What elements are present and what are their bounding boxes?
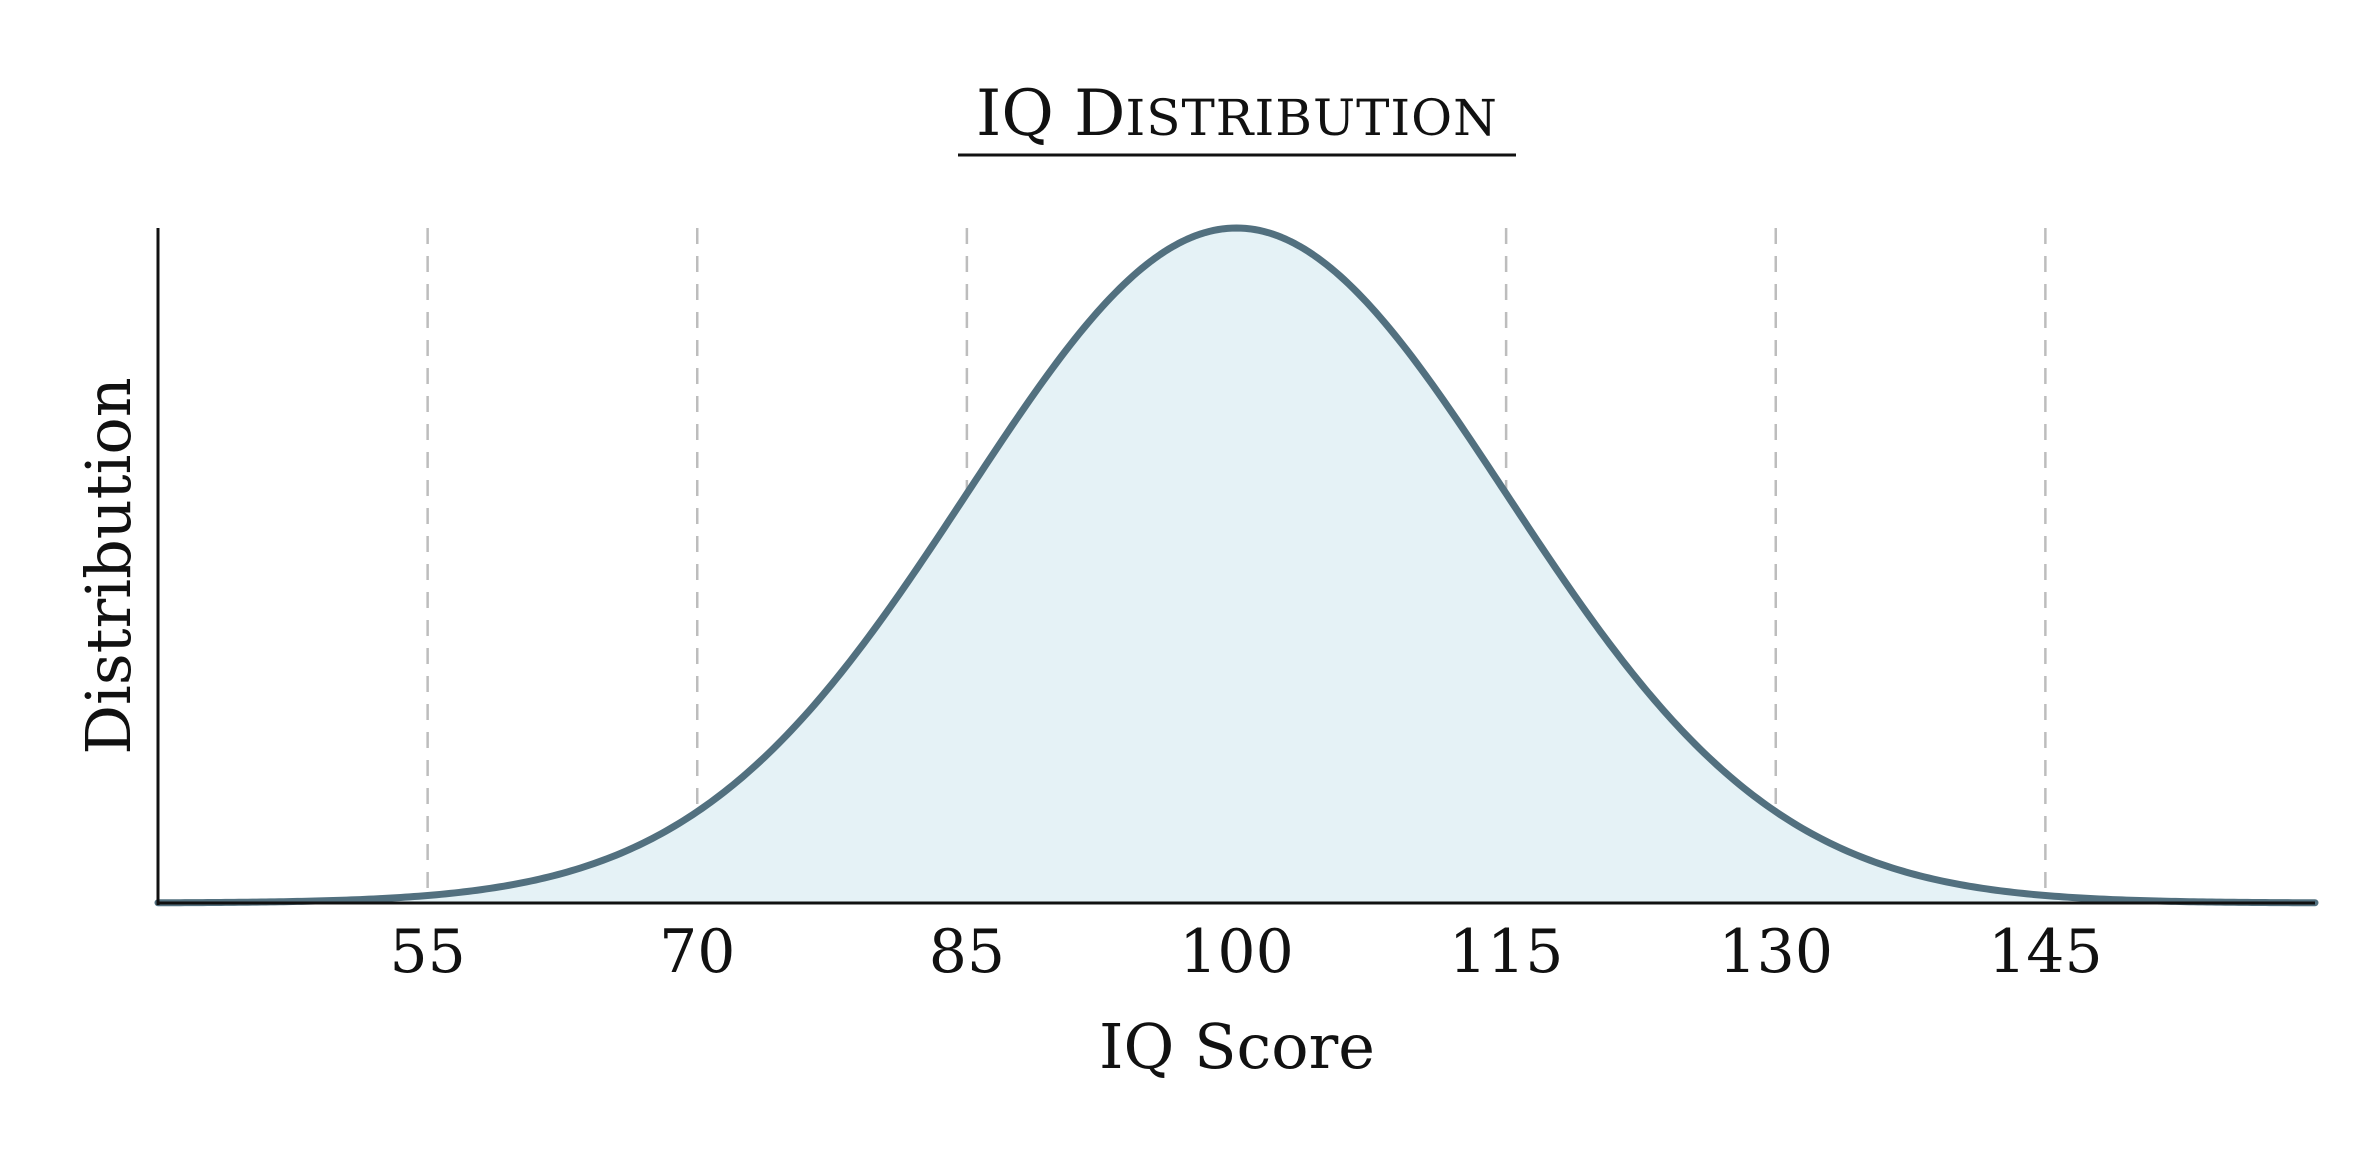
distribution-area — [158, 228, 2315, 903]
x-tick-label-85: 85 — [929, 917, 1005, 987]
x-axis-label: IQ Score — [1099, 1010, 1375, 1083]
distribution-curve — [154, 224, 2319, 907]
x-tick-label-115: 115 — [1449, 917, 1564, 987]
y-axis-label: Distribution — [72, 377, 145, 754]
x-tick-label-130: 130 — [1718, 917, 1833, 987]
x-tick-label-145: 145 — [1988, 917, 2103, 987]
x-tick-labels: 55 70 85 100 115 130 145 — [389, 917, 2102, 987]
x-tick-label-55: 55 — [389, 917, 465, 987]
chart-title: IQ DISTRIBUTION — [976, 77, 1498, 151]
x-tick-label-70: 70 — [659, 917, 735, 987]
x-tick-label-100: 100 — [1179, 917, 1294, 987]
